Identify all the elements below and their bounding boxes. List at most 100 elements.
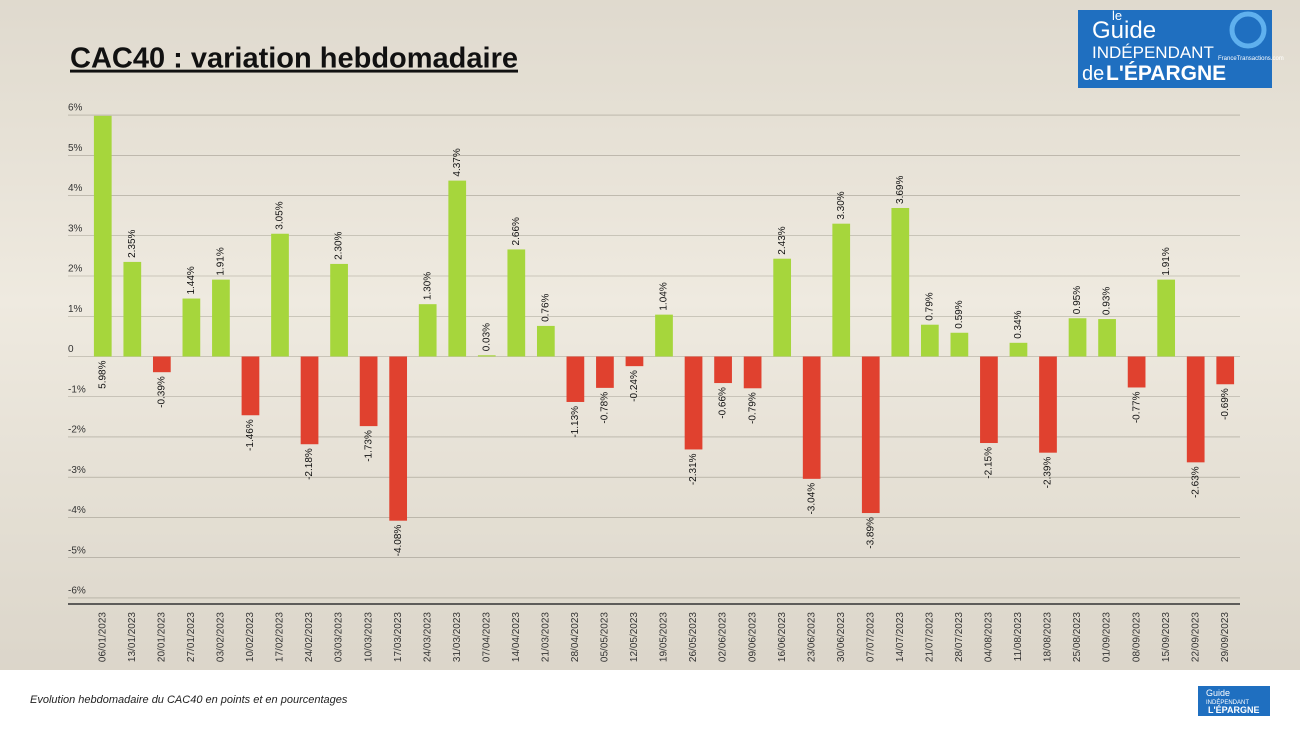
bar — [832, 223, 851, 357]
bar — [448, 180, 467, 357]
x-tick-label: 15/09/2023 — [1161, 612, 1172, 662]
x-tick-label: 11/08/2023 — [1013, 612, 1024, 662]
logo-text: INDÉPENDANT — [1206, 699, 1249, 706]
value-label: -2.63% — [1190, 466, 1201, 498]
x-tick-label: 24/02/2023 — [304, 612, 315, 662]
value-label: 0.79% — [924, 292, 935, 320]
x-tick-label: 03/03/2023 — [334, 612, 345, 662]
bar — [684, 356, 703, 450]
x-tick-label: 13/01/2023 — [127, 612, 138, 662]
x-tick-label: 25/08/2023 — [1072, 612, 1083, 662]
x-tick-label: 30/06/2023 — [836, 612, 847, 662]
value-label: 0.03% — [481, 323, 492, 351]
bar — [359, 356, 378, 427]
value-label: -3.04% — [806, 483, 817, 515]
x-tick-label: 28/07/2023 — [954, 612, 965, 662]
value-label: 1.91% — [1161, 247, 1172, 275]
value-label: 2.30% — [334, 231, 345, 259]
y-tick-label: -5% — [68, 545, 86, 556]
value-label: 0.59% — [954, 300, 965, 328]
bar — [891, 207, 910, 357]
x-tick-label: 09/06/2023 — [747, 612, 758, 662]
y-tick-label: 2% — [68, 264, 83, 275]
value-label: -0.79% — [747, 392, 758, 424]
x-tick-label: 26/05/2023 — [688, 612, 699, 662]
bar — [477, 355, 496, 357]
value-label: 1.44% — [186, 266, 197, 294]
bar — [743, 356, 762, 389]
bar — [152, 356, 171, 373]
y-tick-label: 6% — [68, 103, 83, 114]
y-tick-label: -4% — [68, 505, 86, 516]
x-tick-label: 31/03/2023 — [452, 612, 463, 662]
bar — [300, 356, 319, 445]
x-tick-label: 12/05/2023 — [629, 612, 640, 662]
x-tick-label: 10/02/2023 — [245, 612, 256, 662]
x-tick-label: 07/07/2023 — [865, 612, 876, 662]
y-tick-label: 4% — [68, 183, 83, 194]
value-label: -0.77% — [1131, 391, 1142, 423]
value-label: 2.43% — [777, 226, 788, 254]
y-tick-label: -6% — [68, 586, 86, 597]
y-tick-label: -3% — [68, 465, 86, 476]
bar — [123, 261, 142, 357]
logo-text: L'ÉPARGNE — [1106, 62, 1226, 85]
x-tick-label: 21/03/2023 — [540, 612, 551, 662]
bar — [212, 279, 230, 357]
value-label: -1.13% — [570, 406, 581, 438]
chart-title: CAC40 : variation hebdomadaire — [70, 43, 518, 75]
bar — [920, 324, 939, 357]
bar — [861, 356, 880, 514]
bar — [507, 249, 526, 357]
value-label: 0.93% — [1102, 287, 1113, 315]
x-tick-label: 17/02/2023 — [275, 612, 286, 662]
logo-text: le — [1112, 8, 1122, 23]
bar — [950, 332, 969, 357]
bar — [1127, 356, 1146, 388]
bar — [566, 356, 585, 402]
x-tick-label: 08/09/2023 — [1131, 612, 1142, 662]
logo-text: Guide — [1092, 17, 1156, 44]
x-tick-label: 18/08/2023 — [1043, 612, 1054, 662]
logo-box — [1198, 686, 1270, 716]
x-tick-label: 29/09/2023 — [1220, 612, 1231, 662]
x-tick-label: 20/01/2023 — [156, 612, 167, 662]
bar — [330, 263, 348, 357]
y-tick-label: 1% — [68, 304, 83, 315]
value-label: -0.39% — [156, 376, 167, 408]
value-label: 2.66% — [511, 217, 522, 245]
caption: Evolution hebdomadaire du CAC40 en point… — [30, 694, 348, 706]
bar — [182, 298, 201, 357]
x-tick-label: 19/05/2023 — [659, 612, 670, 662]
bar — [802, 356, 821, 479]
bar — [1216, 356, 1235, 385]
x-tick-label: 06/01/2023 — [97, 612, 108, 662]
x-tick-label: 02/06/2023 — [718, 612, 729, 662]
bar — [1039, 356, 1057, 453]
logo-small: Guide INDÉPENDANT L'ÉPARGNE — [1198, 686, 1270, 716]
x-tick-label: 04/08/2023 — [984, 612, 995, 662]
bar — [773, 258, 792, 357]
value-label: 3.69% — [895, 176, 906, 204]
value-label: -2.31% — [688, 453, 699, 485]
y-tick-label: 5% — [68, 143, 83, 154]
x-tick-label: 03/02/2023 — [216, 612, 227, 662]
bar — [1068, 318, 1087, 357]
x-tick-label: 16/06/2023 — [777, 612, 788, 662]
value-label: 5.98% — [97, 360, 108, 388]
bar — [271, 233, 289, 357]
y-tick-label: 0 — [68, 344, 74, 355]
x-tick-label: 05/05/2023 — [600, 612, 611, 662]
x-tick-label: 14/04/2023 — [511, 612, 522, 662]
bar — [655, 314, 673, 357]
bar — [1186, 356, 1205, 463]
x-tick-label: 24/03/2023 — [422, 612, 433, 662]
value-label: -2.15% — [984, 447, 995, 479]
bar — [714, 356, 732, 384]
x-tick-label: 07/04/2023 — [481, 612, 492, 662]
value-label: -0.66% — [718, 387, 729, 419]
value-label: 4.37% — [452, 148, 463, 176]
value-label: 2.35% — [127, 229, 138, 257]
value-label: 3.30% — [836, 191, 847, 219]
